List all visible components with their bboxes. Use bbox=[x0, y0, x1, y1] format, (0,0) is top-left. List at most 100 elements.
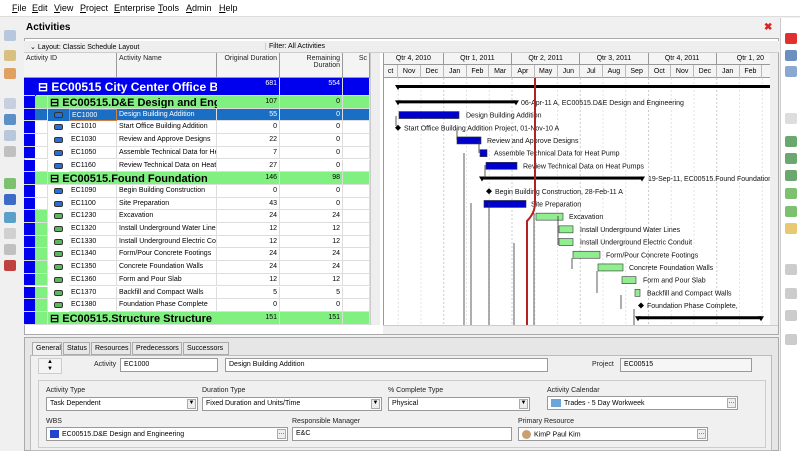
layout-selector[interactable]: ⌄ Layout: Classic Schedule Layout bbox=[30, 44, 140, 51]
month-header: ct bbox=[384, 65, 399, 78]
activity-row[interactable]: EC1010 Start Office Building Addition 0 0 bbox=[24, 121, 370, 135]
prev-next-activity-arrows[interactable]: ▲ ▼ bbox=[38, 358, 62, 374]
tab-predecessors[interactable]: Predecessors bbox=[132, 342, 182, 355]
toolbar-icon[interactable] bbox=[4, 30, 16, 41]
toolbar-icon[interactable] bbox=[785, 334, 797, 345]
toolbar-icon[interactable] bbox=[4, 194, 16, 205]
gantt-horizontal-scrollbar[interactable] bbox=[383, 325, 778, 334]
activity-row[interactable]: EC1340 Form/Pour Concrete Footings 24 24 bbox=[24, 248, 370, 262]
toolbar-icon[interactable] bbox=[785, 264, 797, 275]
toolbar-icon[interactable] bbox=[785, 206, 797, 217]
toolbar-icon[interactable] bbox=[4, 244, 16, 255]
activity-row[interactable]: EC1030 Review and Approve Designs 22 0 bbox=[24, 134, 370, 147]
primary-resource-field[interactable]: KimP Paul Kim… bbox=[518, 427, 708, 441]
original-duration: 146 bbox=[217, 172, 280, 185]
toolbar-icon[interactable] bbox=[785, 113, 797, 124]
gantt-bar-label: Form and Pour Slab bbox=[643, 278, 706, 285]
menu-admin[interactable]: Admin bbox=[186, 3, 212, 13]
tab-status[interactable]: Status bbox=[63, 342, 90, 355]
menu-view[interactable]: View bbox=[54, 3, 74, 13]
toolbar-icon[interactable] bbox=[785, 170, 797, 181]
toolbar-icon[interactable] bbox=[4, 212, 16, 223]
dropdown-arrow-icon[interactable]: ▼ bbox=[187, 399, 196, 409]
toolbar-icon[interactable] bbox=[785, 33, 797, 44]
wbs-row[interactable]: ⊟ EC00515.D&E Design and Engi 107 0 bbox=[24, 96, 370, 109]
column-header-activity-id[interactable]: Activity ID bbox=[24, 53, 117, 78]
planned-activity-icon bbox=[54, 238, 63, 245]
toolbar-icon[interactable] bbox=[4, 146, 16, 157]
toolbar-icon[interactable] bbox=[785, 136, 797, 147]
menu-tools[interactable]: Tools bbox=[158, 3, 180, 13]
toolbar-icon[interactable] bbox=[4, 228, 16, 239]
wbs-field[interactable]: EC00515.D&E Design and Engineering… bbox=[46, 427, 288, 441]
wbs-row[interactable]: ⊟ EC00515.Structure Structure 151 151 bbox=[24, 311, 370, 325]
menu-file[interactable]: File bbox=[12, 3, 27, 13]
summary-start-marker bbox=[395, 100, 401, 106]
dropdown-arrow-icon[interactable]: ▼ bbox=[519, 399, 528, 409]
column-header-activity-name[interactable]: Activity Name bbox=[117, 53, 217, 78]
outline-band bbox=[35, 159, 48, 173]
duration-type-select[interactable]: Fixed Duration and Units/Time ▼ bbox=[202, 397, 382, 411]
activity-id: EC1100 bbox=[69, 197, 117, 211]
toolbar-icon[interactable] bbox=[785, 66, 797, 77]
menu-project[interactable]: Project bbox=[80, 3, 109, 13]
activity-name-field[interactable]: Design Building Addition bbox=[225, 358, 548, 372]
menu-edit[interactable]: Edit bbox=[32, 3, 48, 13]
menu-enterprise[interactable]: Enterprise bbox=[114, 3, 156, 13]
toolbar-icon[interactable] bbox=[785, 288, 797, 299]
activity-row[interactable]: EC1320 Install Underground Water Lines 12 1… bbox=[24, 223, 370, 236]
activity-row[interactable]: EC1090 Begin Building Construction 0 0 bbox=[24, 184, 370, 198]
dropdown-arrow-icon[interactable]: ▼ bbox=[371, 399, 380, 409]
column-header-remaining-duration[interactable]: Remaining Duration bbox=[280, 53, 343, 78]
column-header-original-duration[interactable]: Original Duration bbox=[217, 53, 280, 78]
activity-row[interactable]: EC1380 Foundation Phase Complete 0 0 bbox=[24, 299, 370, 312]
toolbar-icon[interactable] bbox=[4, 98, 16, 109]
activity-row[interactable]: EC1100 Site Preparation 43 0 bbox=[24, 197, 370, 211]
activity-row[interactable]: EC1230 Excavation 24 24 bbox=[24, 210, 370, 223]
toolbar-icon[interactable] bbox=[785, 153, 797, 164]
original-duration: 12 bbox=[217, 235, 280, 249]
activity-id-field[interactable]: EC1000 bbox=[120, 358, 218, 372]
outline-band bbox=[35, 299, 48, 312]
toolbar-icon[interactable] bbox=[785, 310, 797, 321]
tab-successors[interactable]: Successors bbox=[183, 342, 229, 355]
tab-resources[interactable]: Resources bbox=[91, 342, 131, 355]
browse-button[interactable]: … bbox=[727, 398, 736, 408]
wbs-row[interactable]: ⊟ EC00515.Found Foundation 146 98 bbox=[24, 172, 370, 185]
toolbar-icon[interactable] bbox=[4, 68, 16, 79]
original-duration: 107 bbox=[217, 96, 280, 109]
browse-button[interactable]: … bbox=[697, 429, 706, 439]
toolbar-icon[interactable] bbox=[4, 114, 16, 125]
activity-row[interactable]: EC1360 Form and Pour Slab 12 12 bbox=[24, 273, 370, 287]
close-icon[interactable]: ✖ bbox=[764, 22, 773, 33]
activity-calendar-field[interactable]: Trades - 5 Day Workweek… bbox=[547, 396, 738, 410]
toolbar-icon[interactable] bbox=[785, 223, 797, 234]
toolbar-icon[interactable] bbox=[4, 178, 16, 189]
activity-row[interactable]: EC1370 Backfill and Compact Walls 5 5 bbox=[24, 286, 370, 300]
responsible-manager-field[interactable]: E&C bbox=[292, 427, 512, 441]
filter-label[interactable]: Filter: All Activities bbox=[265, 43, 325, 50]
toolbar-icon[interactable] bbox=[4, 130, 16, 141]
outline-band bbox=[24, 172, 35, 185]
tab-general[interactable]: General bbox=[32, 342, 62, 356]
browse-button[interactable]: … bbox=[277, 429, 286, 439]
gantt-canvas: 06-Apr-11 A, EC00515.D&E Design and Engi… bbox=[395, 78, 770, 325]
menu-help[interactable]: Help bbox=[219, 3, 238, 13]
toolbar-icon[interactable] bbox=[785, 50, 797, 61]
project-row[interactable]: ⊟ EC00515 City Center Office Bu 681 554 bbox=[24, 78, 370, 96]
activity-row[interactable]: EC1350 Concrete Foundation Walls 24 24 bbox=[24, 261, 370, 274]
gantt-bar-label: Review Technical Data on Heat Pumps bbox=[523, 163, 644, 170]
column-header-sc[interactable]: Sc bbox=[343, 53, 370, 78]
toolbar-icon[interactable] bbox=[785, 188, 797, 199]
gantt-vertical-scrollbar[interactable] bbox=[770, 53, 778, 325]
activity-row[interactable]: EC1000 Design Building Addition 55 0 bbox=[24, 108, 370, 122]
table-vertical-scrollbar[interactable] bbox=[370, 53, 380, 325]
planned-activity-icon bbox=[54, 276, 63, 283]
percent-complete-type-select[interactable]: Physical ▼ bbox=[388, 397, 530, 411]
activity-type-select[interactable]: Task Dependent ▼ bbox=[46, 397, 198, 411]
toolbar-icon[interactable] bbox=[4, 260, 16, 271]
toolbar-icon[interactable] bbox=[4, 50, 16, 61]
